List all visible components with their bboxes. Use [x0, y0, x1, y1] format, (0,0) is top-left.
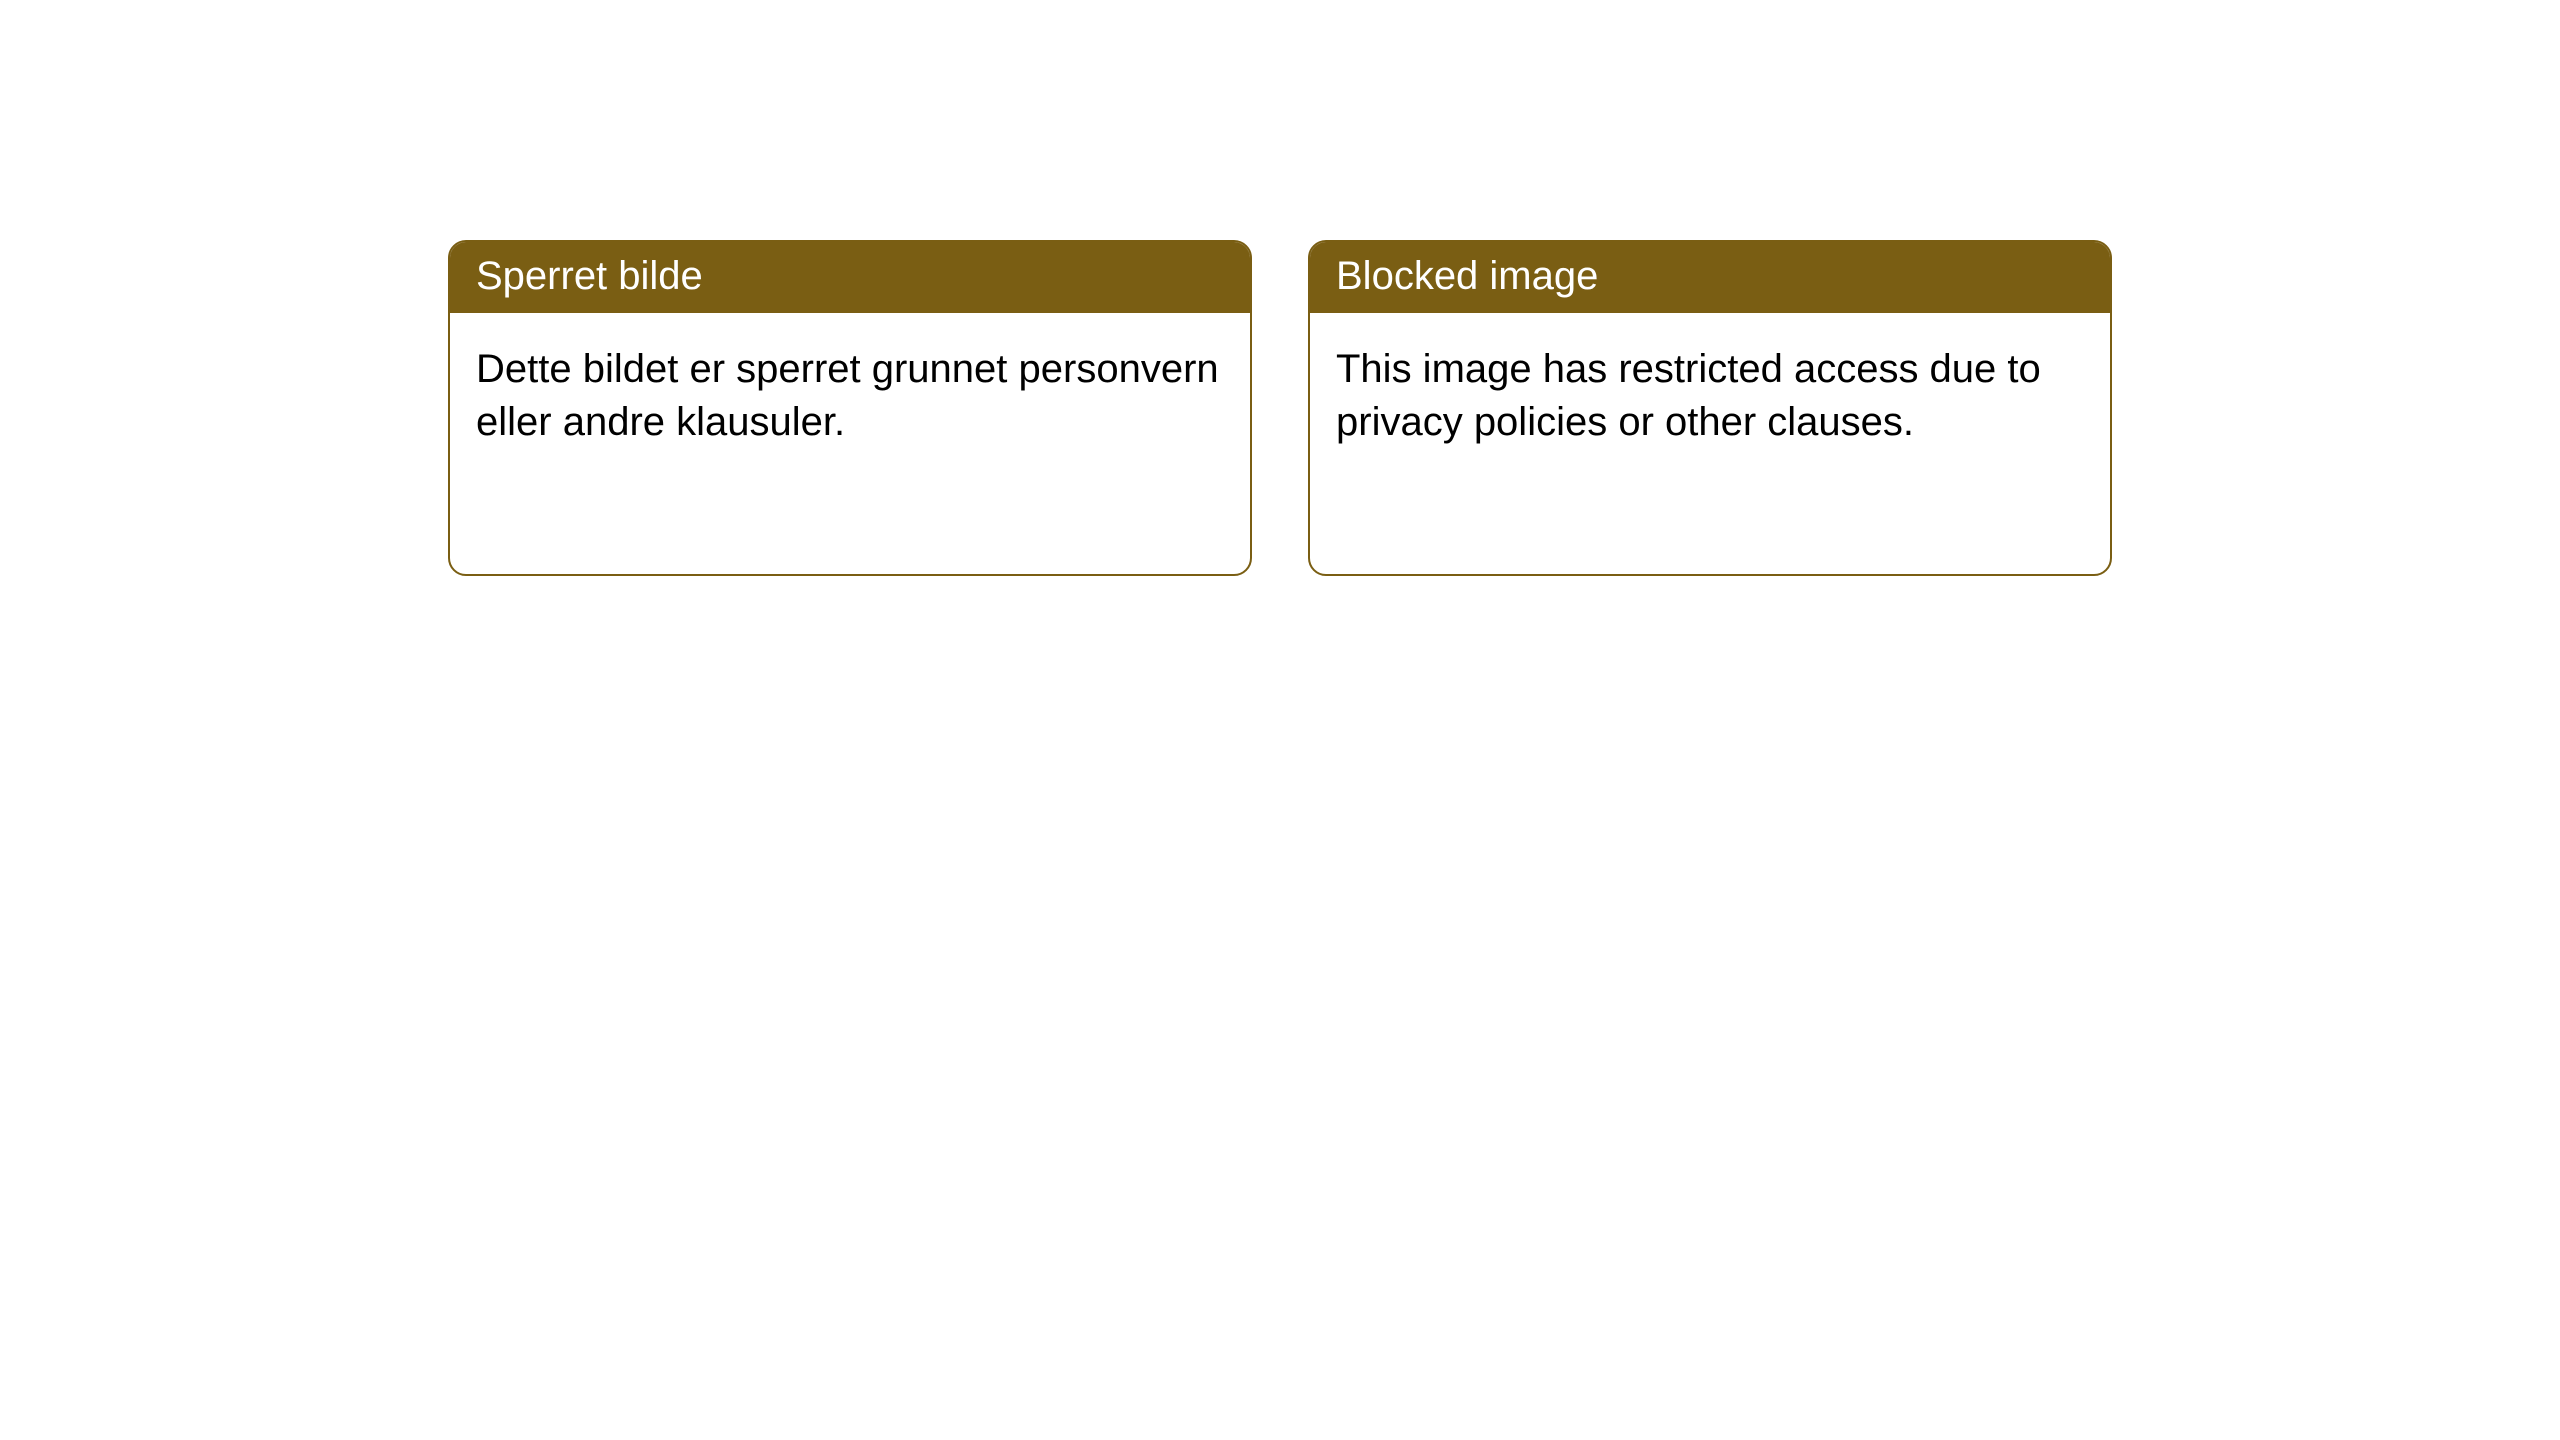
- card-body: Dette bildet er sperret grunnet personve…: [450, 313, 1250, 479]
- card-header: Blocked image: [1310, 242, 2110, 313]
- card-title: Sperret bilde: [476, 254, 703, 298]
- card-body: This image has restricted access due to …: [1310, 313, 2110, 479]
- notice-card-norwegian: Sperret bilde Dette bildet er sperret gr…: [448, 240, 1252, 576]
- notice-card-english: Blocked image This image has restricted …: [1308, 240, 2112, 576]
- notice-container: Sperret bilde Dette bildet er sperret gr…: [0, 0, 2560, 576]
- card-body-text: This image has restricted access due to …: [1336, 347, 2041, 444]
- card-header: Sperret bilde: [450, 242, 1250, 313]
- card-body-text: Dette bildet er sperret grunnet personve…: [476, 347, 1219, 444]
- card-title: Blocked image: [1336, 254, 1598, 298]
